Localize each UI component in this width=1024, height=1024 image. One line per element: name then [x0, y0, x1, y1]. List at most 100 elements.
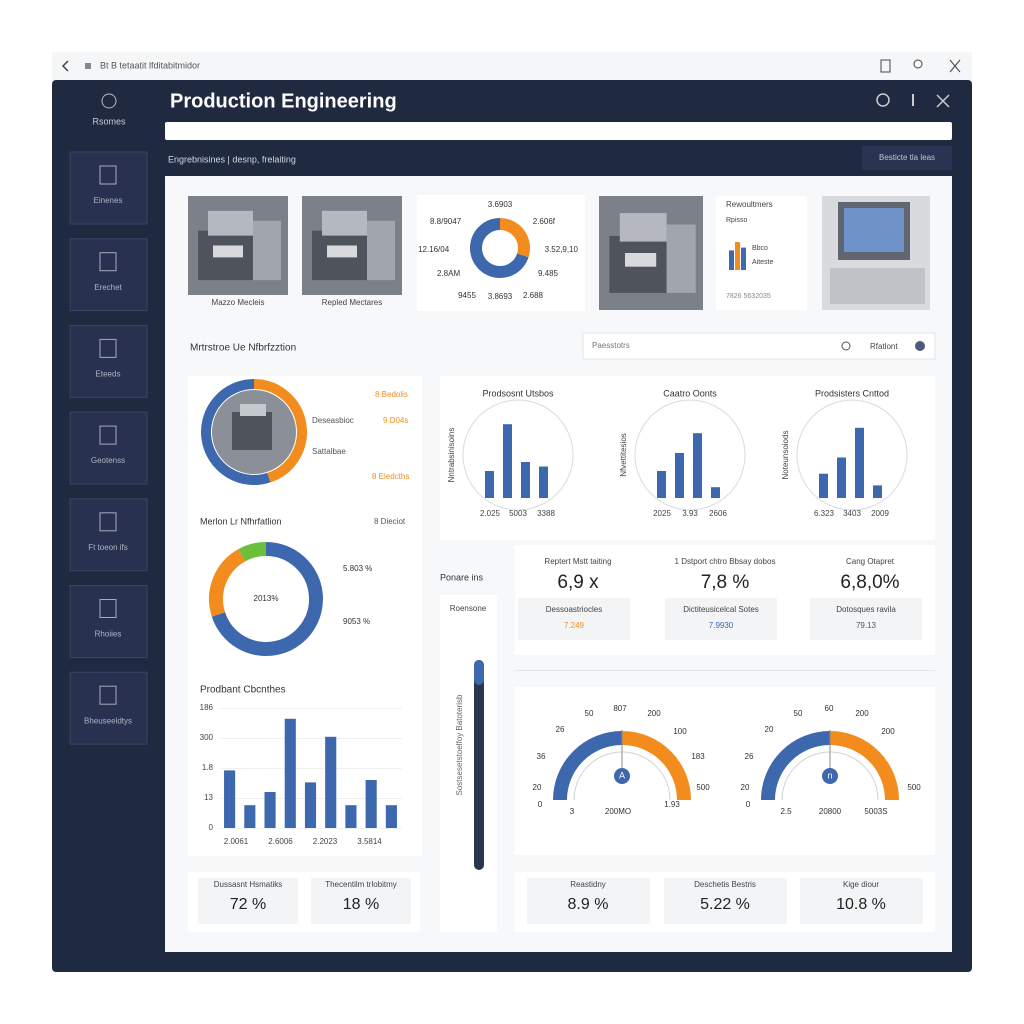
label: 20 [533, 783, 542, 792]
divider [515, 670, 935, 671]
bar [657, 471, 666, 498]
url-icon [85, 63, 91, 69]
bar [855, 427, 864, 498]
label: 1 Dstport chtro Bbsay dobos [675, 557, 776, 566]
stat-box [198, 878, 298, 924]
label: 807 [613, 704, 627, 713]
label[interactable]: Rhoiies [95, 630, 122, 639]
gauge-arc [553, 731, 623, 801]
label[interactable]: Paesstotrs [592, 341, 630, 350]
bar [304, 782, 317, 828]
label: 8 Eledcths [372, 472, 409, 481]
bar [345, 805, 357, 828]
label: Kige diour [843, 880, 879, 889]
browser-bar [52, 52, 972, 80]
label: 186 [200, 703, 214, 712]
label: 20800 [819, 807, 842, 816]
nav-item[interactable] [69, 411, 148, 485]
label: 5.22 % [700, 896, 750, 913]
label: 500 [907, 783, 921, 792]
chart-ring [462, 399, 574, 511]
label: 50 [794, 709, 803, 718]
search-input[interactable] [582, 332, 936, 360]
label: 3.52,9,10 [545, 245, 579, 254]
label: 3403 [843, 509, 861, 518]
bar [284, 718, 296, 828]
nav-item[interactable] [69, 151, 148, 225]
label: 50 [585, 709, 594, 718]
label: 3.8693 [488, 292, 513, 301]
label: Reptert Mstt taiting [544, 557, 611, 566]
donut-slice [209, 549, 246, 617]
label[interactable]: Ft toeon ifs [88, 543, 128, 552]
label: 60 [825, 704, 834, 713]
search-icon [841, 341, 851, 351]
label: Rpisso [726, 217, 748, 224]
label: 6,8,0% [840, 572, 899, 593]
photo-part [213, 245, 243, 258]
nav-item[interactable] [69, 238, 148, 312]
label: 200MO [605, 807, 631, 816]
chart-ring [796, 399, 908, 511]
donut-slice [201, 379, 271, 485]
label[interactable]: Besticte tla leas [879, 153, 935, 162]
label: 8 Dieciot [374, 517, 406, 526]
bar [521, 462, 530, 498]
search-icon[interactable] [876, 93, 890, 107]
nav-icon [99, 425, 117, 445]
label: Sattalbae [312, 447, 346, 456]
icon[interactable] [949, 59, 961, 73]
menu-icon[interactable] [912, 94, 914, 106]
label: 10.8 % [836, 896, 886, 913]
photo-part [830, 268, 925, 304]
label: 200 [855, 709, 869, 718]
label: 2.5 [780, 807, 792, 816]
label[interactable]: Eteeds [96, 370, 121, 379]
icon[interactable] [880, 59, 891, 73]
label: 26 [745, 752, 754, 761]
label: 1.93 [664, 800, 680, 809]
label[interactable]: Geotenss [91, 456, 125, 465]
label[interactable]: Rfatlont [870, 342, 898, 351]
label: Production Engineering [170, 90, 397, 112]
label: Dictiteusicelcal Sotes [683, 605, 759, 614]
photo-part [367, 220, 395, 281]
header-button[interactable] [862, 146, 952, 170]
nav-item[interactable] [69, 585, 148, 658]
label: Bt B tetaatit lfditabitmidor [100, 60, 200, 70]
photo-part [844, 208, 904, 252]
back-icon[interactable] [61, 60, 69, 72]
slider-track[interactable] [474, 660, 484, 870]
nav-item[interactable] [69, 324, 148, 398]
grid-line [220, 708, 402, 709]
nav-icon [99, 165, 117, 185]
grid-line [220, 828, 402, 829]
label: 3 [570, 807, 575, 816]
label: n [827, 770, 832, 780]
gauge-arc [761, 731, 831, 801]
nav-item[interactable] [69, 671, 148, 745]
bar [385, 805, 397, 828]
bar [539, 466, 548, 498]
label: Rsomes [92, 116, 126, 126]
bar [503, 424, 512, 498]
label: 7.249 [564, 621, 585, 630]
toggle[interactable] [915, 341, 925, 351]
label[interactable]: Einenes [94, 196, 123, 205]
label: Cang Otapret [846, 557, 895, 566]
close-icon[interactable] [936, 94, 950, 108]
stat-box [800, 878, 923, 924]
label[interactable]: Bheuseeldtys [84, 716, 132, 725]
search-bar[interactable] [165, 122, 952, 140]
label[interactable]: Erechet [94, 283, 122, 292]
icon[interactable] [913, 59, 923, 69]
label: Merlon Lr Nfhrfatlion [200, 516, 282, 526]
nav-item[interactable] [69, 498, 148, 572]
label: 20 [741, 783, 750, 792]
label: Noteunsoiods [781, 431, 790, 480]
bar [325, 736, 337, 828]
label: Reastidny [570, 880, 606, 889]
label: 2013% [254, 594, 279, 603]
photo-part [327, 245, 357, 258]
